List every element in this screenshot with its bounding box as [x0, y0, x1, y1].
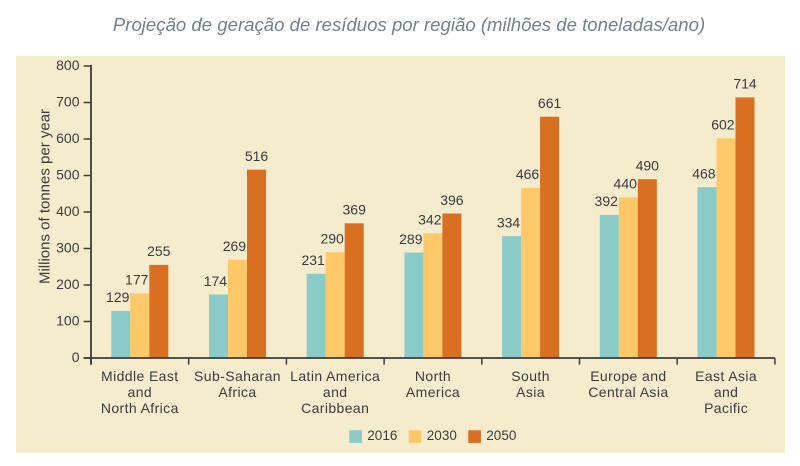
svg-text:100: 100: [56, 313, 80, 329]
svg-text:Caribbean: Caribbean: [301, 400, 369, 416]
svg-text:392: 392: [595, 193, 619, 209]
svg-text:300: 300: [56, 240, 80, 256]
svg-text:0: 0: [72, 349, 80, 365]
svg-text:Latin America: Latin America: [290, 368, 380, 384]
svg-text:Millions of tonnes per year: Millions of tonnes per year: [36, 109, 53, 284]
svg-text:700: 700: [56, 94, 80, 110]
svg-text:Europe and: Europe and: [590, 368, 666, 384]
svg-text:East Asia: East Asia: [695, 368, 757, 384]
svg-text:177: 177: [125, 272, 149, 288]
svg-text:North: North: [415, 368, 451, 384]
svg-text:468: 468: [692, 166, 716, 182]
svg-text:2030: 2030: [427, 428, 457, 443]
svg-text:Middle East: Middle East: [101, 368, 179, 384]
svg-text:South: South: [511, 368, 550, 384]
svg-text:490: 490: [636, 158, 660, 174]
svg-text:and: and: [323, 384, 348, 400]
svg-text:Asia: Asia: [516, 384, 545, 400]
svg-text:602: 602: [711, 117, 735, 133]
svg-text:200: 200: [56, 276, 80, 292]
svg-text:600: 600: [56, 130, 80, 146]
svg-text:440: 440: [614, 176, 638, 192]
svg-text:500: 500: [56, 167, 80, 183]
svg-text:Africa: Africa: [218, 384, 256, 400]
svg-text:400: 400: [56, 203, 80, 219]
svg-text:516: 516: [245, 148, 269, 164]
svg-text:714: 714: [733, 76, 757, 92]
svg-text:800: 800: [56, 57, 80, 73]
svg-text:231: 231: [301, 252, 325, 268]
svg-text:129: 129: [106, 289, 130, 305]
svg-text:334: 334: [497, 214, 521, 230]
svg-text:Pacific: Pacific: [704, 400, 748, 416]
svg-text:396: 396: [440, 192, 464, 208]
svg-text:2050: 2050: [486, 428, 516, 443]
svg-text:Sub-Saharan: Sub-Saharan: [194, 368, 281, 384]
svg-text:289: 289: [399, 231, 423, 247]
svg-text:and: and: [128, 384, 153, 400]
svg-text:369: 369: [343, 202, 367, 218]
svg-text:America: America: [406, 384, 460, 400]
svg-text:Projeção de geração de resíduo: Projeção de geração de resíduos por regi…: [113, 14, 705, 35]
svg-text:255: 255: [147, 243, 171, 259]
svg-text:661: 661: [538, 95, 562, 111]
svg-text:174: 174: [204, 273, 228, 289]
svg-text:290: 290: [320, 231, 344, 247]
svg-text:Central Asia: Central Asia: [588, 384, 668, 400]
svg-text:466: 466: [516, 166, 540, 182]
svg-text:and: and: [714, 384, 739, 400]
svg-text:269: 269: [223, 238, 247, 254]
svg-text:2016: 2016: [367, 428, 397, 443]
svg-text:342: 342: [418, 212, 442, 228]
svg-text:North Africa: North Africa: [101, 400, 179, 416]
